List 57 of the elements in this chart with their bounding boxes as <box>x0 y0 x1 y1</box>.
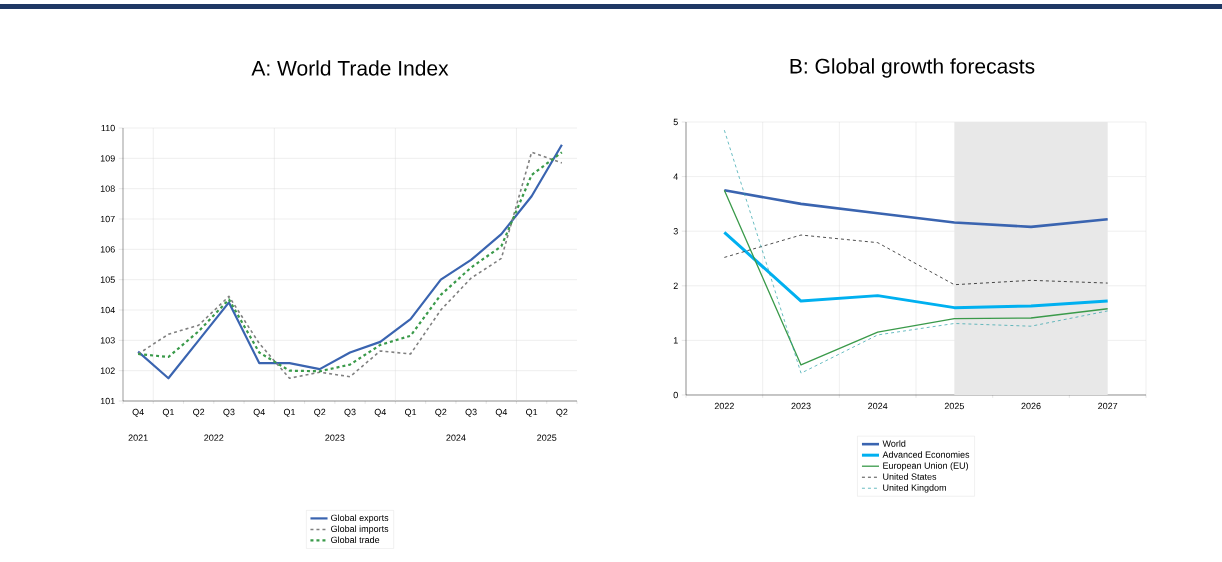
legend-label: World <box>882 440 906 447</box>
line-series <box>723 189 1109 366</box>
legend-label: Global imports <box>331 525 389 534</box>
line-series <box>722 230 1110 310</box>
line-series <box>724 234 1109 286</box>
x-tick-label: Q2 <box>314 408 326 417</box>
x-tick-label: 2024 <box>868 402 888 410</box>
x-tick-label: 2026 <box>1021 402 1041 410</box>
text: 2024 <box>446 434 466 441</box>
y-tick-label: 101 <box>100 397 115 405</box>
text: 2021 <box>128 434 148 441</box>
x-tick-label: Q2 <box>556 408 568 417</box>
y-tick-label: 107 <box>100 215 115 223</box>
x-tick-label: 2025 <box>944 402 964 410</box>
y-tick-label: 4 <box>673 173 678 180</box>
x-tick-label: Q1 <box>162 408 174 417</box>
line-series <box>724 129 1109 374</box>
x-tick-label: Q4 <box>495 408 508 417</box>
text: 2022 <box>204 434 224 441</box>
x-tick-label: 2022 <box>714 402 734 410</box>
y-tick-label: 1 <box>673 337 678 344</box>
y-tick-label: 2 <box>673 282 678 289</box>
y-tick-label: 110 <box>101 124 115 132</box>
y-tick-label: 105 <box>100 276 115 283</box>
x-tick-label: 2027 <box>1098 402 1118 410</box>
legend-label: United States <box>883 473 937 480</box>
y-tick-label: 5 <box>673 118 678 126</box>
x-tick-label: Q3 <box>465 408 477 417</box>
legend-label: European Union (EU) <box>883 462 968 471</box>
text: 2025 <box>537 434 557 441</box>
legend-label: Advanced Economies <box>882 451 970 458</box>
y-tick-label: 3 <box>673 228 678 235</box>
x-tick-label: Q3 <box>223 408 235 417</box>
legend-label: Global exports <box>331 514 389 523</box>
text: 2023 <box>325 434 345 441</box>
y-tick-label: 103 <box>100 337 115 344</box>
y-tick-label: 106 <box>100 246 115 253</box>
y-tick-label: 109 <box>100 155 115 162</box>
legend-label: Global trade <box>331 536 380 544</box>
chart-title: B: Global growth forecasts <box>790 58 1035 78</box>
x-tick-label: Q2 <box>193 408 205 417</box>
x-tick-label: Q1 <box>526 408 538 417</box>
x-tick-label: Q3 <box>344 408 356 417</box>
x-tick-label: Q1 <box>283 408 296 417</box>
legend-label: United Kingdom <box>883 484 946 493</box>
x-tick-label: 2023 <box>791 402 811 410</box>
chart-title: A: World Trade Index <box>251 60 449 76</box>
x-tick-label: Q4 <box>253 408 265 417</box>
y-tick-label: 108 <box>100 185 115 192</box>
y-tick-label: 102 <box>100 367 115 374</box>
x-tick-label: Q2 <box>435 408 447 417</box>
x-tick-label: Q4 <box>132 408 144 417</box>
line-series <box>723 188 1109 229</box>
y-tick-label: 104 <box>100 306 115 314</box>
y-tick-label: 0 <box>673 391 678 399</box>
x-tick-label: Q4 <box>374 408 387 417</box>
x-tick-label: Q1 <box>404 408 417 417</box>
